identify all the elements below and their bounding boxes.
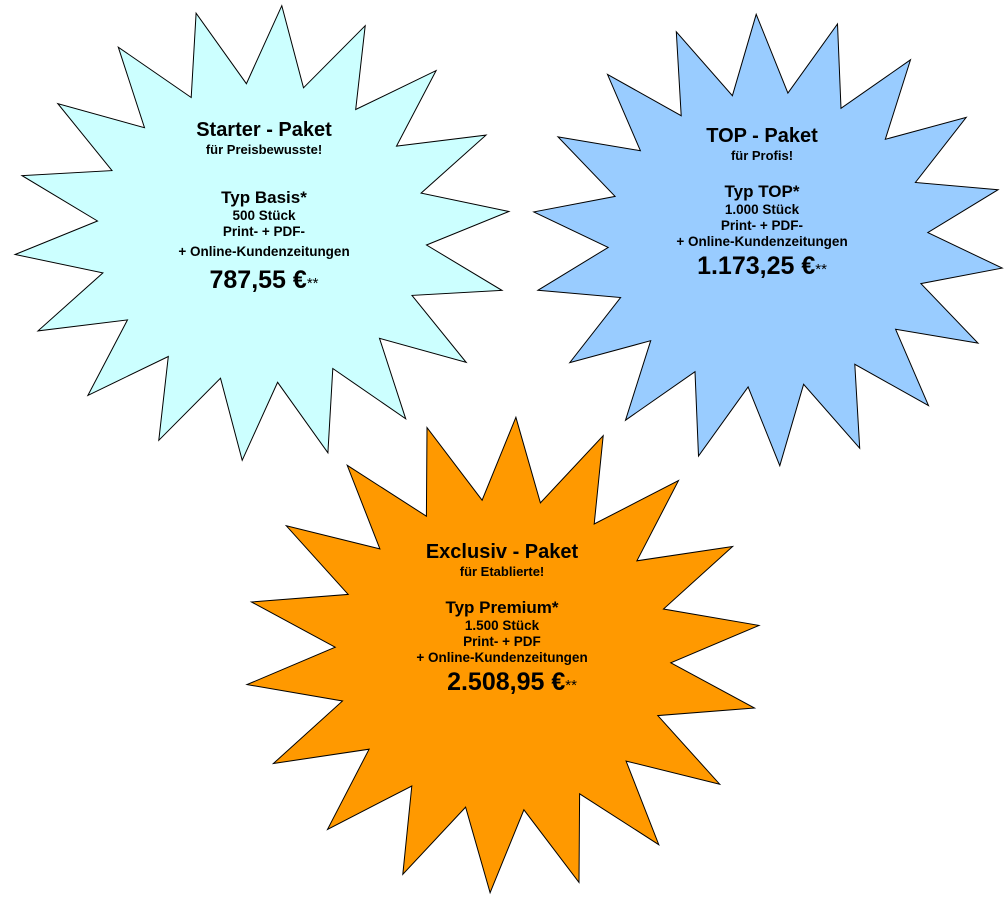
starter-title: Starter - Paket — [196, 119, 332, 141]
exclusiv-quantity: 1.500 Stück — [464, 617, 540, 633]
top-subtitle: für Profis! — [730, 148, 794, 163]
top-quantity: 1.000 Stück — [724, 201, 800, 217]
starter-price: 787,55 € — [209, 265, 307, 294]
top-line1: Print- + PDF- — [720, 218, 804, 234]
exclusiv-price-row: 2.508,95 €** — [362, 667, 642, 697]
starter-type: Typ Basis* — [221, 187, 307, 207]
top-price: 1.173,25 € — [697, 251, 816, 280]
starter-line1: Print- + PDF- — [222, 224, 306, 240]
exclusiv-package-card: Exclusiv - Paket für Etablierte! Typ Pre… — [362, 540, 642, 697]
top-price-note: ** — [815, 260, 827, 278]
exclusiv-type: Typ Premium* — [445, 597, 559, 617]
top-price-row: 1.173,25 €** — [612, 251, 912, 281]
top-line2: + Online-Kundenzeitungen — [676, 234, 848, 250]
exclusiv-burst-shape — [245, 415, 761, 895]
exclusiv-line2: + Online-Kundenzeitungen — [416, 650, 588, 666]
starter-package-card: Starter - Paket für Preisbewusste! Typ B… — [104, 118, 424, 295]
exclusiv-line1: Print- + PDF — [463, 634, 541, 650]
exclusiv-price-note: ** — [565, 676, 577, 694]
top-package-card: TOP - Paket für Profis! Typ TOP* 1.000 S… — [612, 124, 912, 281]
starter-price-row: 787,55 €** — [104, 265, 424, 295]
starter-burst-shape — [13, 4, 511, 462]
starter-quantity: 500 Stück — [232, 207, 296, 223]
top-burst-shape — [532, 12, 1004, 468]
exclusiv-price: 2.508,95 € — [447, 667, 566, 696]
starter-subtitle: für Preisbewusste! — [205, 142, 323, 157]
top-type: Typ TOP* — [724, 181, 800, 201]
starter-line2: + Online-Kundenzeitungen — [178, 244, 350, 260]
exclusiv-title: Exclusiv - Paket — [425, 541, 579, 563]
starter-price-note: ** — [306, 274, 319, 292]
exclusiv-subtitle: für Etablierte! — [459, 564, 545, 579]
top-title: TOP - Paket — [706, 125, 818, 147]
